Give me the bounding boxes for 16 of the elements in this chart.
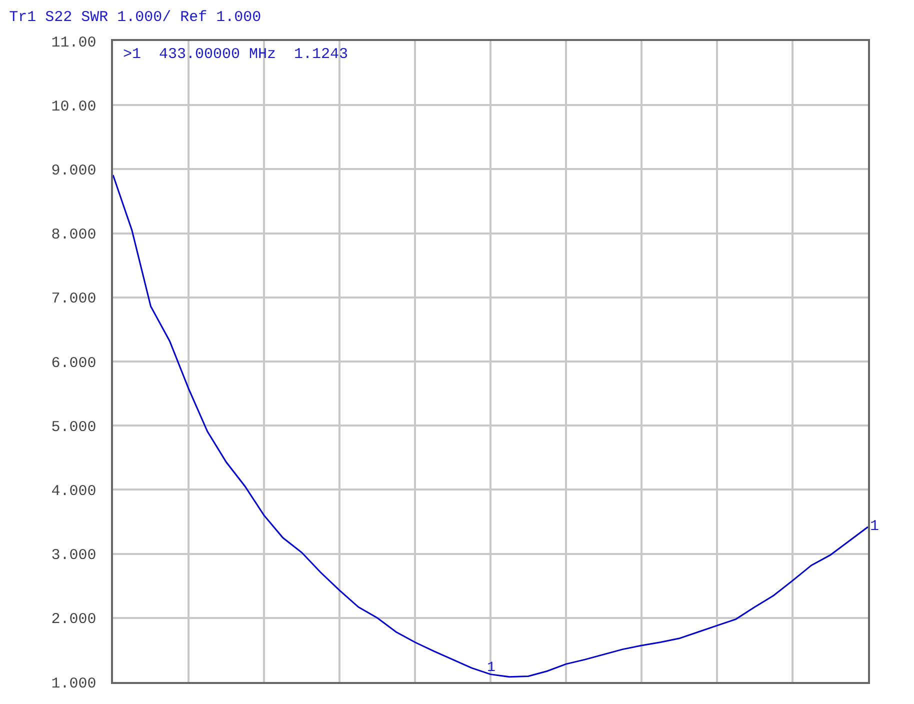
y-tick-label: 7.000 bbox=[51, 290, 96, 308]
y-tick-label: 9.000 bbox=[51, 162, 96, 180]
y-tick-label: 1.000 bbox=[51, 675, 96, 692]
y-tick-label: 6.000 bbox=[51, 354, 96, 372]
y-tick-label: 3.000 bbox=[51, 547, 96, 564]
annotation: >1 433.00000 MHz 1.1243 bbox=[123, 46, 348, 63]
y-tick-label: 10.00 bbox=[51, 98, 96, 116]
chart-title: Tr1 S22 SWR 1.000/ Ref 1.000 bbox=[9, 9, 262, 26]
y-tick-label: 5.000 bbox=[51, 418, 96, 436]
y-tick-label: 4.000 bbox=[51, 482, 96, 500]
y-tick-label: 11.00 bbox=[51, 34, 96, 52]
y-tick-label: 8.000 bbox=[51, 226, 96, 244]
line-series bbox=[113, 174, 868, 678]
y-tick-label: 2.000 bbox=[51, 611, 96, 628]
text: 1 bbox=[870, 518, 880, 535]
annotation: 1 bbox=[487, 660, 496, 676]
